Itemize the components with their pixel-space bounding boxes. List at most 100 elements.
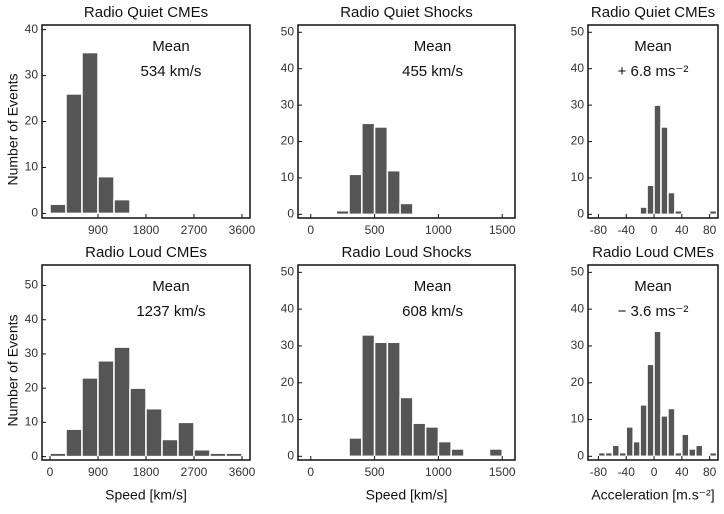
bar bbox=[348, 173, 363, 216]
plot-frame bbox=[297, 24, 516, 219]
bar bbox=[361, 334, 376, 458]
annotation: Mean bbox=[414, 278, 452, 295]
bar bbox=[65, 428, 83, 458]
bar bbox=[348, 437, 363, 458]
bar bbox=[708, 451, 718, 458]
x-tick-label: -40 bbox=[618, 223, 636, 237]
x-tick-label: 0 bbox=[47, 465, 54, 479]
y-tick-label: 30 bbox=[25, 346, 39, 360]
bar bbox=[81, 377, 99, 458]
x-tick-label: 1800 bbox=[133, 465, 160, 479]
x-tick-label: 0 bbox=[651, 223, 658, 237]
y-tick-label: 20 bbox=[281, 375, 295, 389]
bar bbox=[386, 341, 401, 458]
annotation: Mean bbox=[414, 38, 452, 55]
y-tick-label: 10 bbox=[25, 415, 39, 429]
bar bbox=[361, 122, 376, 216]
x-tick-label: 900 bbox=[88, 223, 108, 237]
y-tick-label: 10 bbox=[571, 170, 585, 184]
x-axis-label: Acceleration [m.s⁻²] bbox=[591, 487, 714, 503]
bar bbox=[399, 202, 414, 216]
bar bbox=[97, 360, 115, 458]
x-tick-label: 2700 bbox=[181, 465, 208, 479]
y-tick-label: 40 bbox=[571, 61, 585, 75]
x-axis-label: Speed [km/s] bbox=[105, 487, 187, 503]
bar bbox=[209, 452, 227, 458]
y-tick-label: 40 bbox=[281, 61, 295, 75]
bar bbox=[653, 104, 662, 216]
y-tick-label: 50 bbox=[571, 265, 585, 279]
y-tick-label: 20 bbox=[25, 114, 39, 128]
y-tick-label: 0 bbox=[31, 449, 38, 463]
bar bbox=[450, 448, 465, 458]
bar bbox=[81, 51, 99, 215]
plot-frame bbox=[587, 24, 719, 219]
x-tick-label: 0 bbox=[651, 465, 658, 479]
annotation: Mean bbox=[634, 38, 672, 55]
x-tick-label: 500 bbox=[365, 223, 385, 237]
bar bbox=[632, 440, 641, 458]
y-tick-label: 50 bbox=[25, 278, 39, 292]
y-tick-label: 20 bbox=[25, 380, 39, 394]
annotation: Mean bbox=[634, 278, 672, 295]
x-tick-label: 0 bbox=[307, 223, 314, 237]
y-tick-label: 40 bbox=[25, 312, 39, 326]
y-tick-label: 0 bbox=[577, 207, 584, 221]
bar bbox=[625, 426, 634, 458]
y-tick-label: 0 bbox=[31, 206, 38, 220]
y-tick-label: 50 bbox=[281, 265, 295, 279]
bar bbox=[604, 451, 614, 458]
bar bbox=[653, 330, 662, 458]
y-tick-label: 10 bbox=[25, 160, 39, 174]
bar bbox=[335, 209, 350, 216]
bar bbox=[225, 452, 243, 458]
y-tick-label: 20 bbox=[571, 134, 585, 148]
bar bbox=[618, 451, 627, 458]
x-tick-label: 80 bbox=[703, 223, 717, 237]
bar bbox=[674, 209, 683, 216]
x-tick-label: 900 bbox=[88, 465, 108, 479]
annotation: 455 km/s bbox=[402, 63, 463, 80]
x-tick-label: 40 bbox=[675, 223, 689, 237]
panel-title: Radio Loud CMEs bbox=[85, 244, 207, 261]
annotation: 608 km/s bbox=[402, 303, 463, 320]
y-tick-label: 10 bbox=[281, 412, 295, 426]
panel-title: Radio Quiet Shocks bbox=[340, 4, 473, 21]
y-tick-label: 0 bbox=[287, 207, 294, 221]
panel-title: Radio Quiet CMEs bbox=[84, 4, 208, 21]
x-tick-label: 1000 bbox=[425, 223, 452, 237]
bar bbox=[667, 191, 676, 216]
bar bbox=[708, 209, 718, 216]
bar bbox=[681, 433, 690, 458]
bar bbox=[488, 448, 503, 458]
bar bbox=[65, 93, 83, 215]
annotation: 534 km/s bbox=[141, 63, 202, 80]
y-tick-label: 10 bbox=[281, 170, 295, 184]
y-tick-label: 50 bbox=[571, 24, 585, 38]
bar bbox=[688, 448, 697, 458]
y-tick-label: 10 bbox=[571, 412, 585, 426]
bar bbox=[386, 169, 401, 216]
bar bbox=[113, 346, 131, 458]
x-tick-label: -80 bbox=[590, 223, 608, 237]
x-tick-label: 40 bbox=[675, 465, 689, 479]
bar bbox=[695, 444, 704, 458]
y-tick-label: 30 bbox=[281, 338, 295, 352]
x-tick-label: 1500 bbox=[489, 223, 516, 237]
y-tick-label: 50 bbox=[281, 24, 295, 38]
bar bbox=[412, 422, 427, 458]
bar bbox=[646, 184, 655, 216]
y-axis-label: Number of Events bbox=[5, 314, 21, 426]
x-tick-label: 1000 bbox=[425, 465, 452, 479]
bar bbox=[611, 444, 621, 458]
x-tick-label: -40 bbox=[618, 465, 636, 479]
y-tick-label: 30 bbox=[571, 338, 585, 352]
x-tick-label: 1500 bbox=[489, 465, 516, 479]
y-tick-label: 0 bbox=[577, 448, 584, 462]
bar bbox=[113, 198, 131, 215]
annotation: + 6.8 ms⁻² bbox=[618, 63, 689, 80]
x-tick-label: 2700 bbox=[181, 223, 208, 237]
annotation: 1237 km/s bbox=[136, 303, 205, 320]
x-tick-label: 1800 bbox=[133, 223, 160, 237]
